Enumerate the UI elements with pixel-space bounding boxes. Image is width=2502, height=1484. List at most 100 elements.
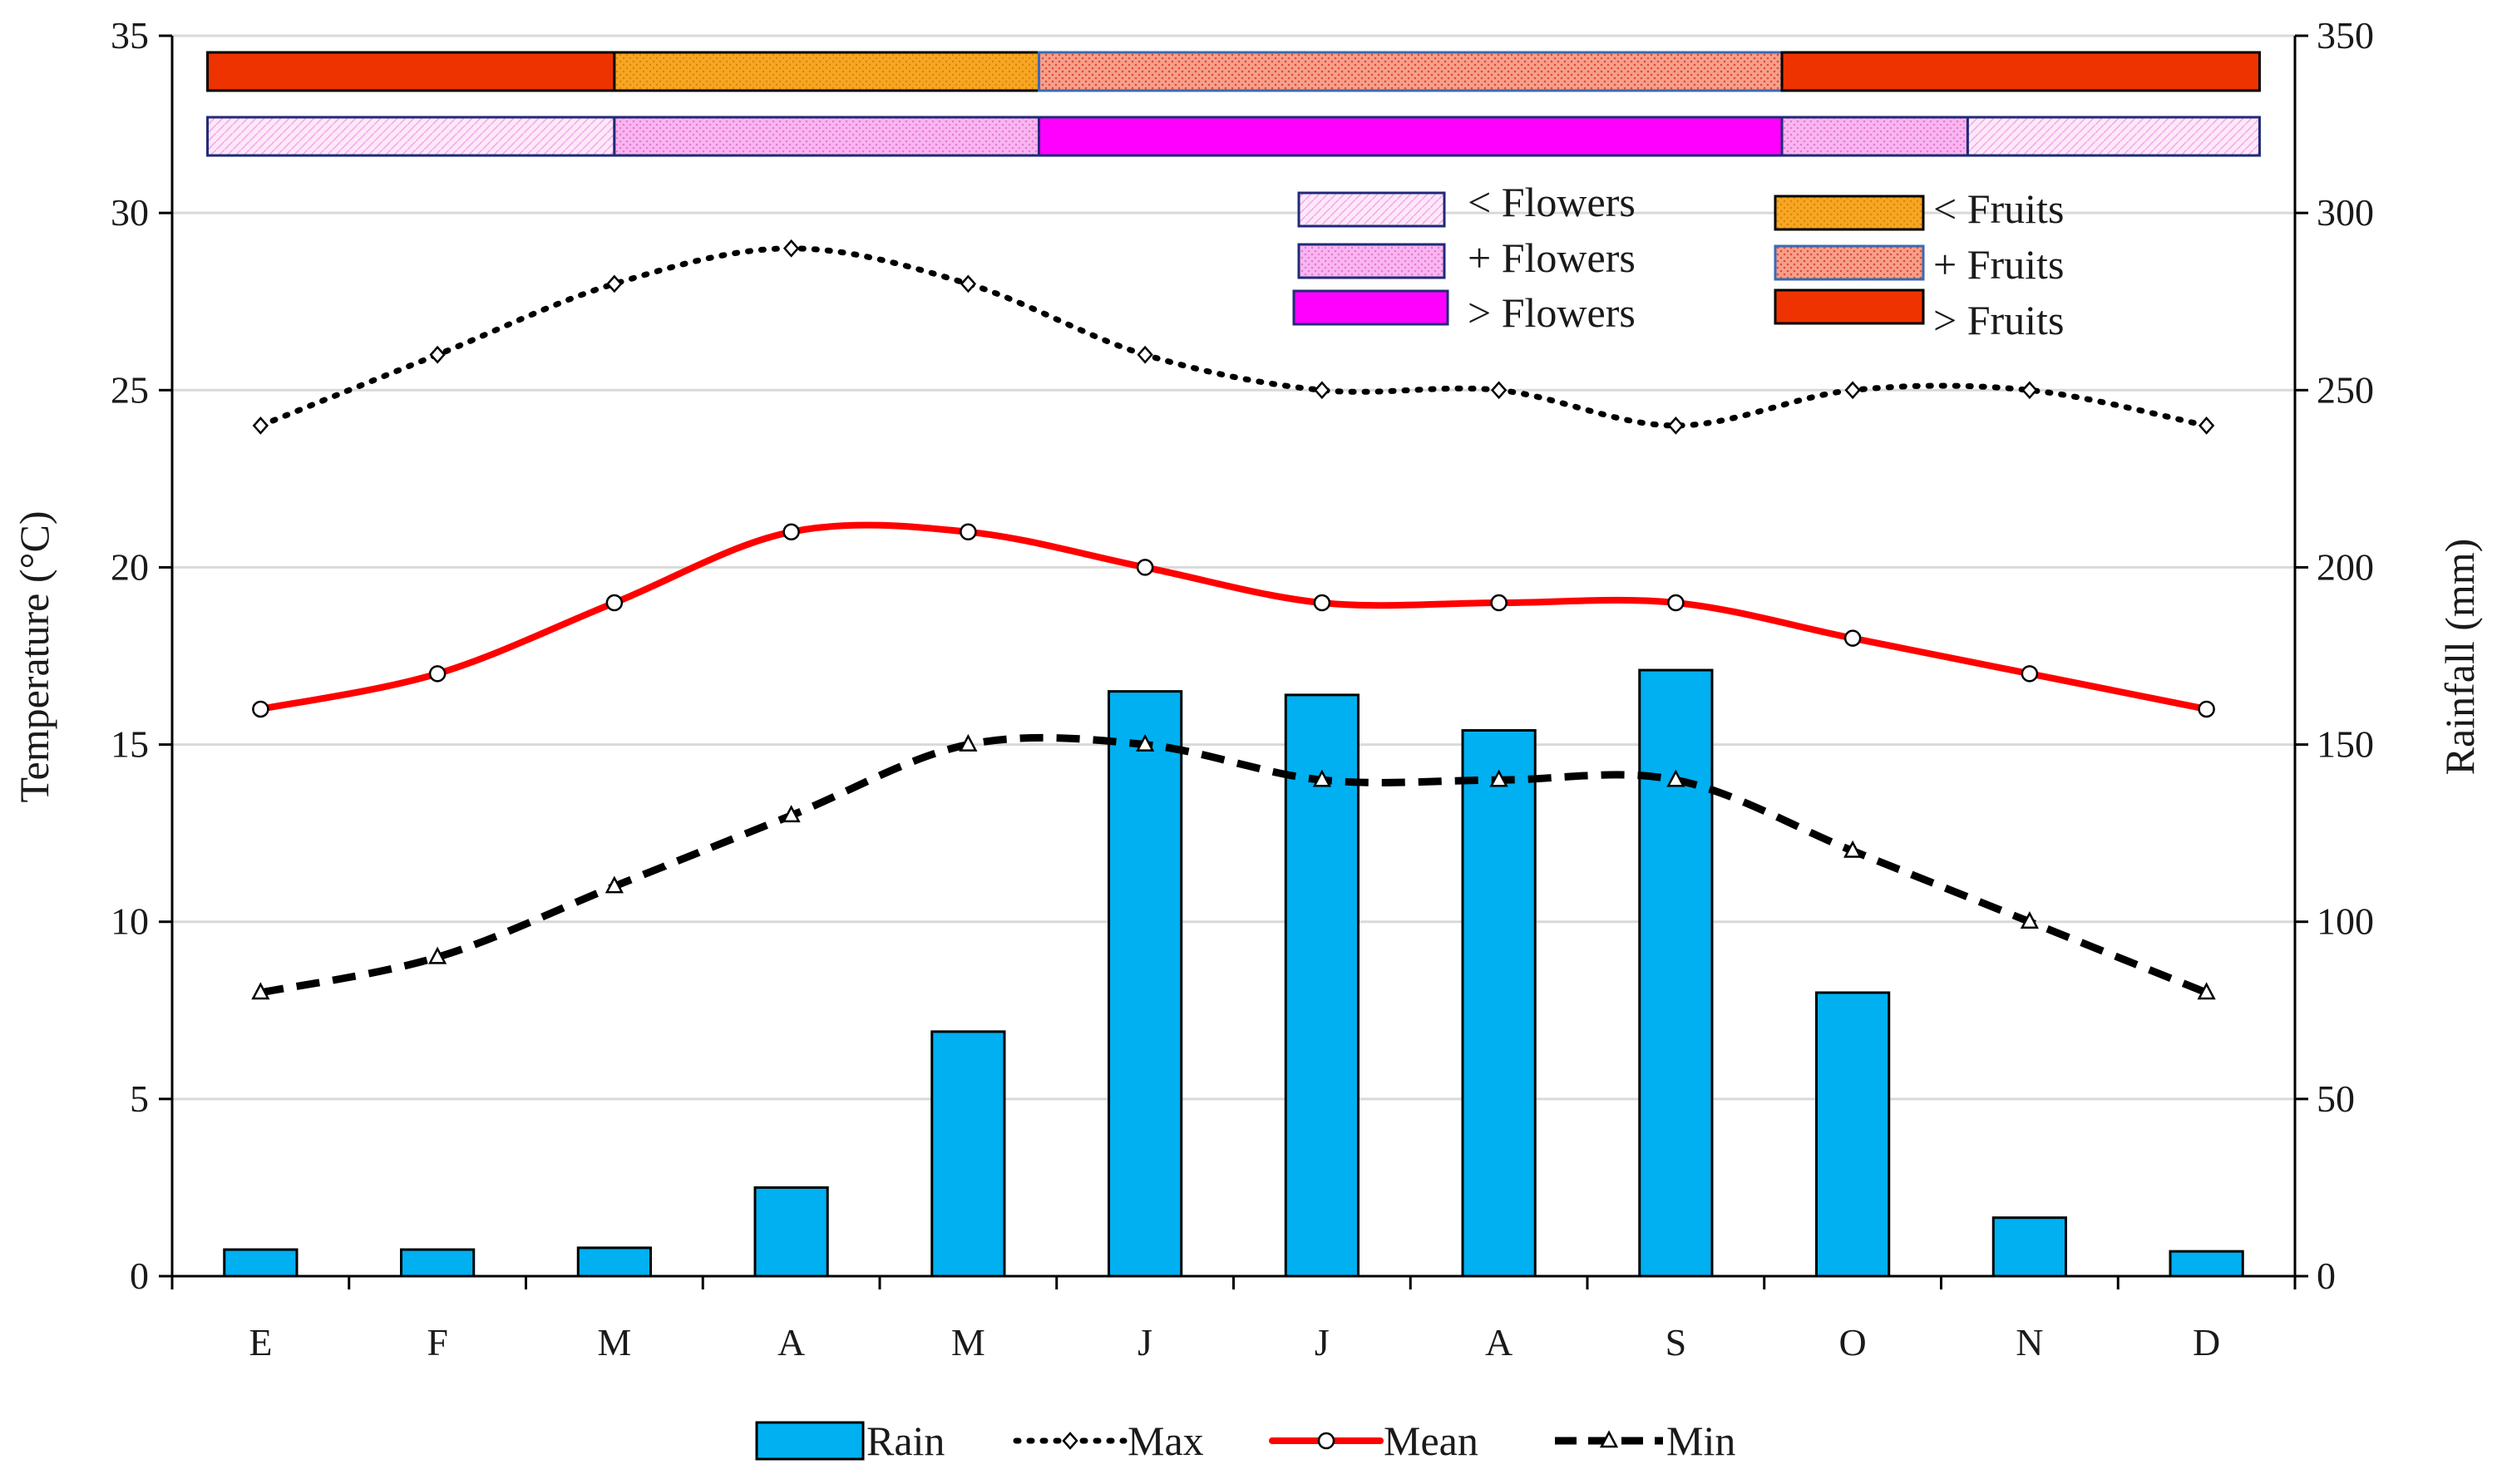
rain-bars: [223, 668, 2244, 1278]
flower-phase-bar: [613, 116, 1040, 157]
mean-point: [1490, 594, 1508, 612]
x-tick-label: O: [1839, 1321, 1867, 1363]
x-tick-label: A: [1485, 1321, 1513, 1363]
line-mean: [257, 521, 2210, 712]
x-tick-label: M: [597, 1321, 631, 1363]
rain-bar: [1815, 991, 1891, 1278]
min-point: [1312, 769, 1331, 787]
phenology-legend-label: + Flowers: [1468, 234, 1636, 281]
rain-bar: [1638, 668, 1714, 1278]
y-right-tick-label: 300: [2317, 191, 2374, 234]
x-tick-label: N: [2016, 1321, 2043, 1363]
legend-label: Min: [1666, 1417, 1735, 1464]
y-left-tick-label: 20: [111, 545, 149, 588]
legend-label: Mean: [1384, 1417, 1478, 1464]
y-axis-right-title: Rainfall (mm): [2436, 539, 2483, 776]
mean-point: [1313, 594, 1331, 612]
phenology-bars: [206, 51, 2261, 157]
rain-bar: [576, 1246, 652, 1278]
legend-rain-swatch: [755, 1421, 865, 1461]
max-point: [1490, 381, 1508, 400]
max-point: [1137, 345, 1153, 364]
x-tick-label: A: [777, 1321, 805, 1363]
mean-point: [252, 700, 269, 718]
mean-point: [960, 523, 977, 541]
mean-point: [1843, 629, 1862, 647]
right-axis-ticks: 0 50 100 150 200 250 300 350: [2295, 14, 2374, 1297]
rain-bar: [1991, 1216, 2067, 1278]
line-min: [259, 733, 2208, 997]
min-point: [782, 805, 801, 823]
y-right-tick-label: 200: [2317, 545, 2374, 588]
phenology-legend-swatch: [1774, 288, 1925, 325]
min-point: [251, 982, 270, 1000]
y-left-tick-label: 5: [130, 1077, 149, 1120]
max-point: [1667, 417, 1685, 435]
fruit-phase-bar: [206, 51, 616, 92]
rain-bar: [223, 1248, 299, 1278]
phenology-legend-swatch: [1297, 191, 1446, 228]
flower-phase-bar: [1780, 116, 1969, 157]
max-point: [1844, 381, 1861, 400]
y-right-tick-label: 350: [2317, 14, 2374, 57]
rain-bar: [1108, 690, 1183, 1278]
max-point: [1314, 381, 1330, 400]
y-axis-left-title: Temperature (°C): [11, 510, 57, 802]
y-left-tick-label: 10: [111, 900, 149, 943]
x-tick-label: J: [1137, 1321, 1152, 1363]
mean-point: [2198, 700, 2215, 718]
min-point: [605, 875, 624, 894]
mean-point: [2021, 665, 2039, 683]
min-point: [1666, 769, 1685, 787]
flower-phase-bar: [1037, 116, 1784, 157]
rain-bar: [1461, 729, 1537, 1278]
phenology-legend: < Flowers + Flowers > Flowers < Fruits + Fru…: [1292, 179, 2064, 343]
legend-mean-marker: [1317, 1432, 1335, 1450]
phenology-legend-swatch: [1774, 195, 1925, 231]
max-point: [2198, 417, 2215, 435]
series-legend: Rain Max Mean Min: [755, 1417, 1735, 1464]
mean-point: [1667, 594, 1685, 612]
min-point: [1136, 733, 1155, 752]
legend-max-marker: [1062, 1432, 1078, 1450]
phenology-legend-label: + Fruits: [1933, 241, 2064, 288]
mean-point: [605, 594, 624, 612]
x-tick-label: S: [1666, 1321, 1687, 1363]
rain-bar: [753, 1186, 829, 1278]
phenology-legend-swatch: [1297, 243, 1446, 279]
y-left-tick-label: 25: [111, 368, 149, 411]
legend-label: Rain: [866, 1417, 945, 1464]
max-point: [606, 274, 623, 293]
y-left-tick-label: 0: [130, 1255, 149, 1297]
phenology-legend-label: > Flowers: [1468, 289, 1636, 336]
max-point: [252, 417, 269, 435]
min-point: [1489, 769, 1508, 787]
max-point: [429, 345, 446, 364]
min-point: [2020, 911, 2039, 929]
temperature-lines: [251, 239, 2216, 1000]
phenology-legend-swatch: [1774, 244, 1925, 281]
phenology-legend-swatch: [1292, 289, 1449, 326]
y-left-tick-label: 15: [111, 723, 149, 766]
mean-point: [428, 665, 447, 683]
x-tick-label: D: [2193, 1321, 2220, 1363]
y-left-tick-label: 35: [111, 14, 149, 57]
max-point: [782, 239, 800, 258]
rain-bar: [400, 1248, 476, 1278]
fruit-phase-bar: [1037, 51, 1784, 92]
mean-point: [782, 523, 800, 541]
y-right-tick-label: 250: [2317, 368, 2374, 411]
y-left-tick-label: 30: [111, 191, 149, 234]
max-point: [960, 274, 977, 293]
phenology-legend-label: > Fruits: [1933, 297, 2064, 343]
flower-phase-bar: [206, 116, 616, 157]
phenology-legend-label: < Flowers: [1468, 179, 1636, 225]
max-point: [2021, 381, 2038, 400]
x-tick-label: M: [951, 1321, 985, 1363]
rain-bar: [2169, 1250, 2244, 1278]
phenology-legend-label: < Fruits: [1933, 185, 2064, 232]
left-axis-ticks: 0 5 10 15 20 25 30 35: [111, 14, 172, 1297]
legend-label: Max: [1128, 1417, 1204, 1464]
min-point: [2197, 982, 2216, 1000]
